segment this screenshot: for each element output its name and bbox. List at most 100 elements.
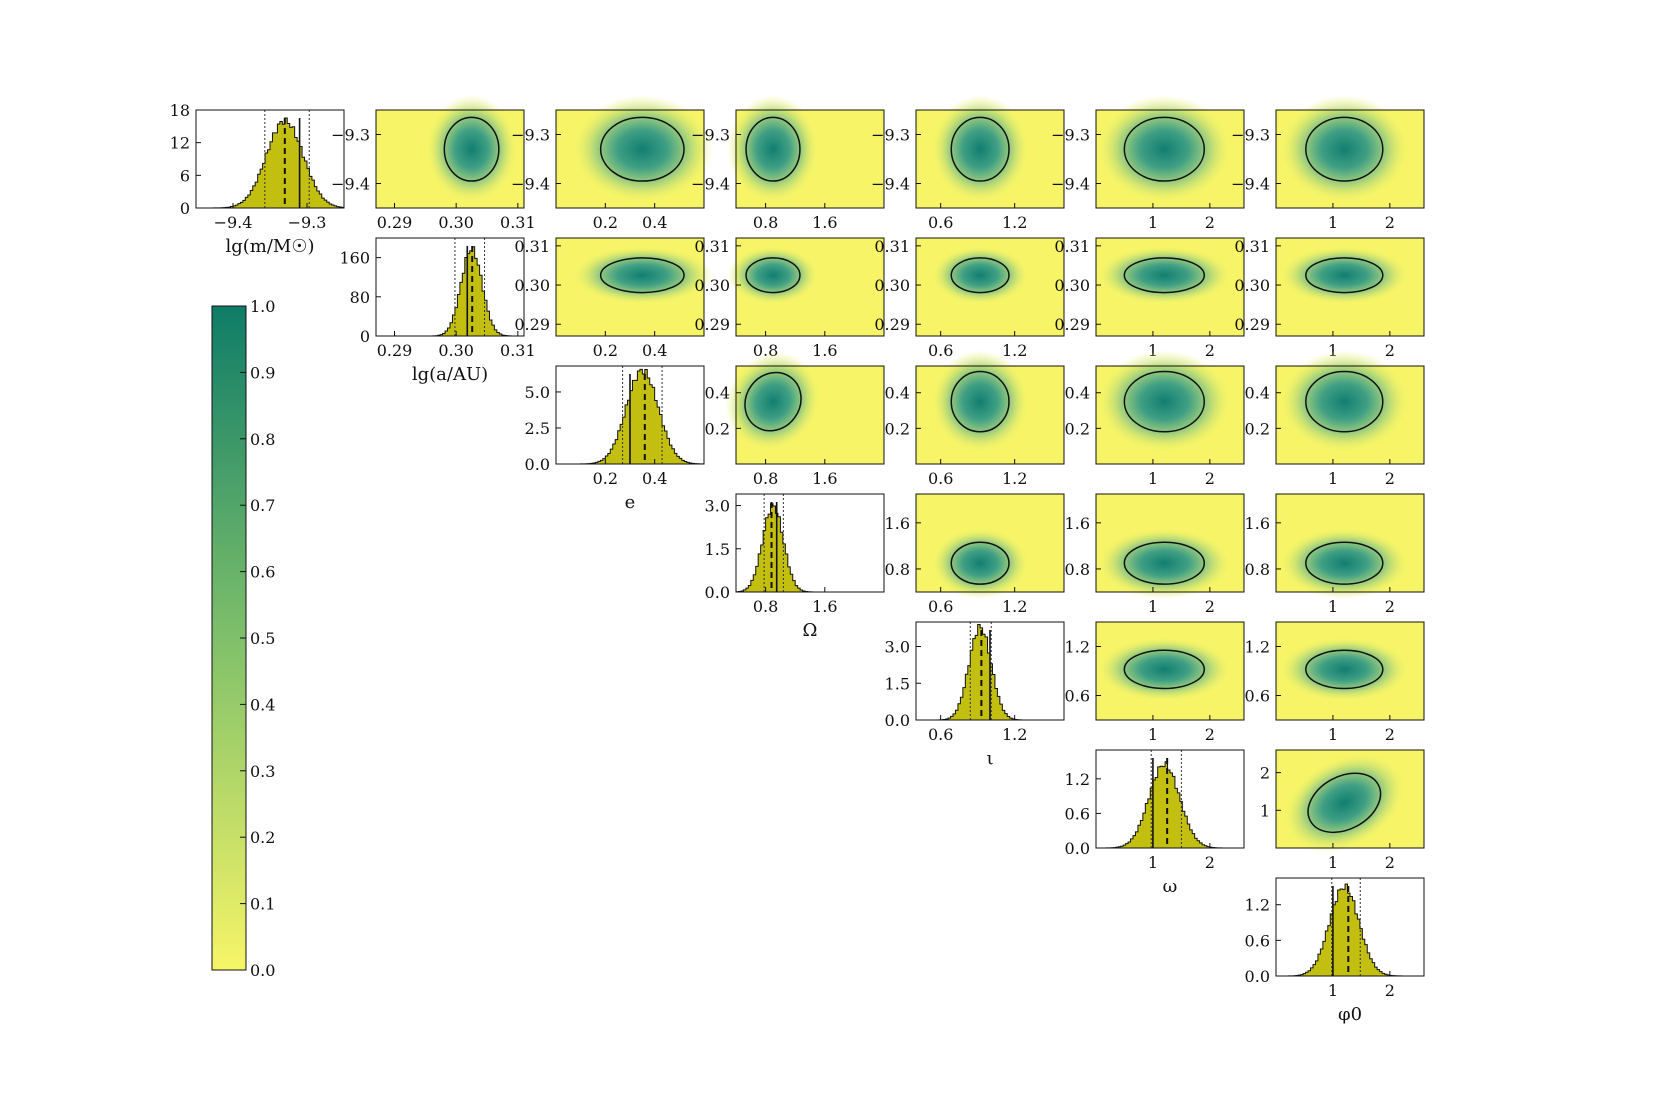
density-e-iota: 0.4 0.2 0.6 1.2 bbox=[885, 350, 1065, 488]
y-tick-label: 0.31 bbox=[1054, 237, 1090, 256]
y-tick-label: −9.3 bbox=[871, 126, 910, 145]
y-tick-label: −9.4 bbox=[1231, 175, 1270, 194]
y-tick-label: −9.3 bbox=[511, 126, 550, 145]
x-tick-label: 0.31 bbox=[500, 341, 536, 360]
density-blob bbox=[931, 245, 1030, 305]
panel-frame bbox=[1275, 621, 1425, 721]
density-e-Omega: 0.4 0.2 0.8 1.6 bbox=[705, 352, 885, 488]
density-blob bbox=[725, 352, 821, 452]
x-tick-label: 1 bbox=[1328, 469, 1338, 488]
y-tick-label: 1.2 bbox=[1245, 896, 1270, 915]
axis-label-e: e bbox=[625, 492, 636, 513]
panel-frame bbox=[1275, 493, 1425, 593]
y-tick-label: 1 bbox=[1260, 801, 1270, 820]
axis-label-lga: lg(a/AU) bbox=[412, 364, 488, 385]
marginal-lgm: 18 12 6 0 −9.4 −9.3 lg(m/M☉) bbox=[170, 101, 345, 257]
density-blob bbox=[931, 527, 1030, 599]
density-blob bbox=[1096, 527, 1233, 599]
y-tick-label: 0.4 bbox=[1065, 384, 1090, 403]
panel-frame bbox=[915, 237, 1065, 337]
y-tick-label: 0.29 bbox=[514, 315, 550, 334]
density-blob bbox=[727, 245, 819, 305]
panel-frame bbox=[1095, 621, 1245, 721]
y-tick-label: 1.2 bbox=[1065, 770, 1090, 789]
y-tick-label: 1.5 bbox=[705, 540, 730, 559]
x-tick-label: −9.3 bbox=[288, 213, 327, 232]
x-tick-label: 0.6 bbox=[928, 597, 953, 616]
x-tick-label: 1 bbox=[1328, 853, 1338, 872]
panel-frame bbox=[1275, 749, 1425, 849]
contour-1sigma bbox=[950, 116, 1010, 182]
y-tick-label: −9.4 bbox=[691, 175, 730, 194]
density-blob bbox=[931, 350, 1030, 453]
y-tick-label: 5.0 bbox=[525, 383, 550, 402]
y-tick-label: 0.4 bbox=[885, 384, 910, 403]
y-tick-label: −9.3 bbox=[1231, 126, 1270, 145]
y-tick-label: 0.8 bbox=[885, 560, 910, 579]
density-blob bbox=[727, 95, 819, 204]
x-tick-label: 0.6 bbox=[928, 213, 953, 232]
axis-label-iota: ι bbox=[986, 748, 993, 769]
y-tick-label: 0.0 bbox=[1065, 839, 1090, 858]
density-blob bbox=[1096, 350, 1233, 453]
y-tick-label: 0.6 bbox=[1065, 804, 1090, 823]
x-tick-label: 2 bbox=[1385, 853, 1395, 872]
x-tick-label: 1.6 bbox=[812, 597, 837, 616]
density-lga-Omega: 0.310.300.290.8 1.6 bbox=[694, 237, 885, 360]
axis-label-omega: ω bbox=[1163, 876, 1178, 897]
panel-frame bbox=[1275, 877, 1425, 977]
contour-1sigma bbox=[1123, 649, 1206, 690]
y-tick-label: 3.0 bbox=[705, 497, 730, 516]
density-blob bbox=[1278, 245, 1410, 305]
y-tick-label: 2.5 bbox=[525, 419, 550, 438]
y-tick-label: 18 bbox=[170, 101, 190, 120]
density-iota-phi0: 1.2 0.6 1 2 bbox=[1245, 621, 1425, 744]
x-tick-label: 2 bbox=[1385, 725, 1395, 744]
marginal-e: 5.0 2.5 0.0 0.2 0.4 e bbox=[525, 365, 705, 513]
density-blob bbox=[1278, 350, 1410, 453]
x-tick-label: 1 bbox=[1148, 597, 1158, 616]
marginal-omega: 1.2 0.6 0.0 1 2 ω bbox=[1065, 749, 1245, 897]
x-tick-label: 1.6 bbox=[812, 213, 837, 232]
panel-bg bbox=[376, 238, 524, 336]
colorbar-tick-label: 0.0 bbox=[250, 961, 275, 980]
x-tick-label: 1.6 bbox=[812, 341, 837, 360]
x-tick-label: 0.4 bbox=[642, 341, 667, 360]
colorbar-tick-label: 0.8 bbox=[250, 430, 275, 449]
density-lgm-e: −9.3 −9.4 0.2 0.4 bbox=[511, 95, 714, 232]
density-e-phi0: 0.4 0.2 1 2 bbox=[1245, 350, 1425, 488]
x-tick-label: 0.6 bbox=[928, 725, 953, 744]
density-e-omega: 0.4 0.2 1 2 bbox=[1065, 350, 1245, 488]
panel-frame bbox=[555, 237, 705, 337]
x-tick-label: 0.29 bbox=[377, 213, 413, 232]
panel-frame bbox=[915, 365, 1065, 465]
y-tick-label: 3.0 bbox=[885, 638, 910, 657]
x-tick-label: 2 bbox=[1205, 213, 1215, 232]
x-tick-label: 2 bbox=[1205, 341, 1215, 360]
panel-frame bbox=[1095, 365, 1245, 465]
contour-1sigma bbox=[599, 257, 685, 294]
y-tick-label: 0.2 bbox=[1245, 419, 1270, 438]
density-lga-omega: 0.31 0.30 0.29 1 2 bbox=[1054, 237, 1245, 360]
y-tick-label: 2 bbox=[1260, 764, 1270, 783]
x-tick-label: 1.2 bbox=[1002, 725, 1027, 744]
x-tick-label: 0.31 bbox=[500, 213, 536, 232]
density-blob bbox=[1096, 636, 1233, 702]
x-tick-label: 2 bbox=[1385, 213, 1395, 232]
density-Omega-omega: 1.6 0.8 1 2 bbox=[1065, 493, 1245, 616]
density-lga-phi0: 0.31 0.30 0.29 1 2 bbox=[1234, 237, 1425, 360]
y-tick-label: 0.6 bbox=[1065, 687, 1090, 706]
x-tick-label: 1.2 bbox=[1002, 213, 1027, 232]
x-tick-label: 0.8 bbox=[753, 213, 778, 232]
contour-1sigma bbox=[1305, 649, 1384, 690]
axis-label-Omega: Ω bbox=[803, 620, 818, 641]
y-tick-label: 0.0 bbox=[525, 455, 550, 474]
y-tick-label: 0.30 bbox=[1234, 276, 1270, 295]
colorbar: 1.0 0.9 0.8 0.7 0.6 0.5 0.4 0.3 0.2 0.1 0.0 bbox=[211, 297, 275, 980]
x-tick-label: 1 bbox=[1328, 981, 1338, 1000]
panel-frame bbox=[1275, 237, 1425, 337]
x-tick-label: 1.2 bbox=[1002, 341, 1027, 360]
x-tick-label: 1 bbox=[1148, 469, 1158, 488]
panel-frame bbox=[1095, 237, 1245, 337]
marginal-phi0: 1.2 0.6 0.0 1 2 φ0 bbox=[1245, 877, 1425, 1025]
